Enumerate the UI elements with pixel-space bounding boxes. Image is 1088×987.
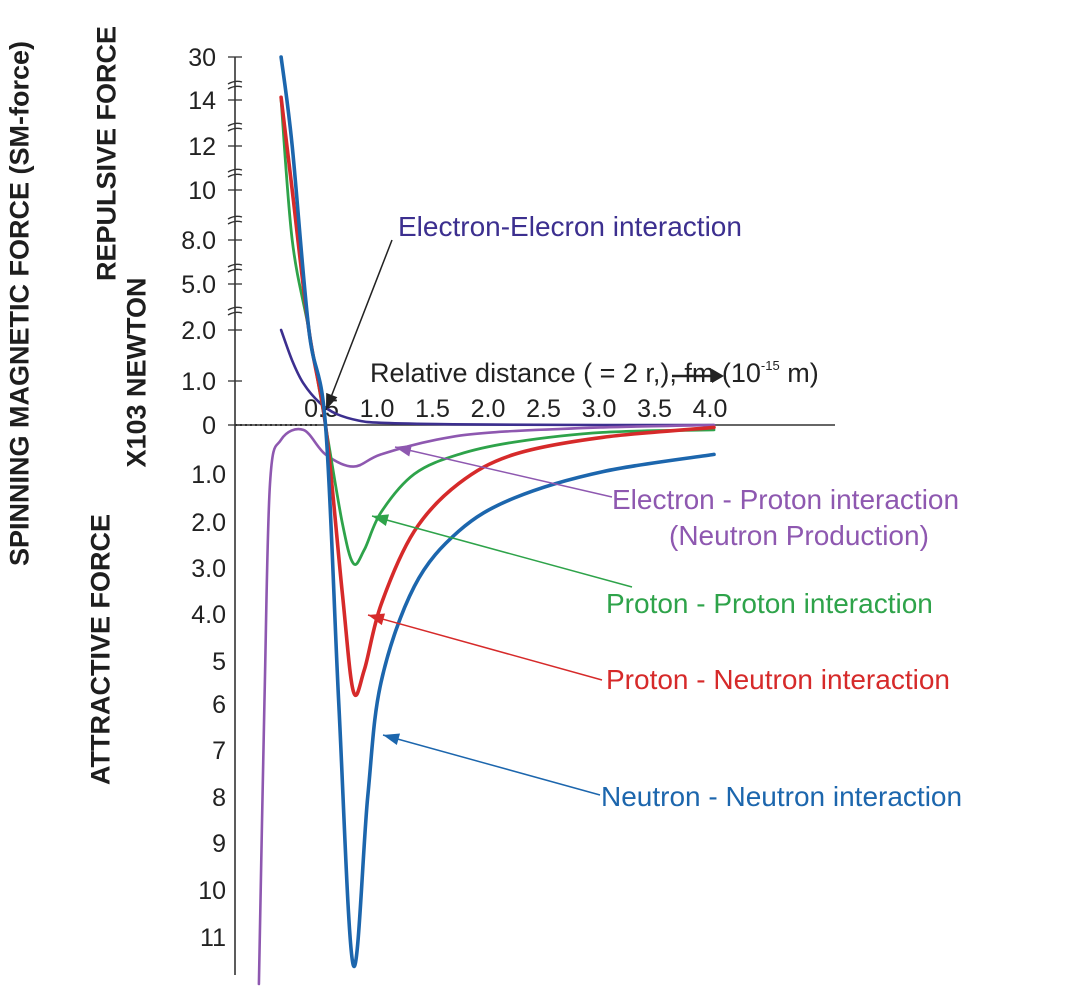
- y-tick-label: 3.0: [191, 555, 226, 583]
- y-axis-label-main: SPINNING MAGNETIC FORCE (SM-force): [4, 41, 35, 567]
- x-tick-label: 1.5: [415, 395, 450, 423]
- arrow-electron-proton-head: [395, 444, 412, 457]
- x-tick-label: 2.0: [471, 395, 506, 423]
- arrow-electron-electron-head: [326, 392, 338, 410]
- arrow-neutron-neutron: [382, 734, 601, 796]
- arrow-electron-proton: [394, 446, 613, 498]
- x-tick-label: 3.5: [637, 395, 672, 423]
- arrow-electron-electron: [325, 239, 393, 411]
- label-proton-neutron: Proton - Neutron interaction: [606, 664, 950, 695]
- arrow-neutron-neutron-head: [383, 733, 401, 746]
- x-tick-label: 3.0: [582, 395, 617, 423]
- series-lines: [257, 55, 716, 986]
- y-tick-label: 10: [198, 877, 226, 905]
- y-tick-label: 9: [212, 830, 226, 858]
- x-tick-label: 2.5: [526, 395, 561, 423]
- series-line-electron-electron: [279, 328, 716, 427]
- annotation-arrows: [325, 239, 633, 796]
- y-tick-label: 7: [212, 737, 226, 765]
- label-neutron-neutron: Neutron - Neutron interaction: [601, 781, 962, 812]
- y-axis-label-repulsive: REPULSIVE FORCE: [91, 25, 122, 282]
- axis-break-mark: [227, 306, 243, 316]
- x-label-arrowhead: [712, 369, 724, 383]
- annotation-labels: Electron-Elecron interaction Electron - P…: [398, 211, 962, 812]
- y-tick-label: 12: [188, 133, 216, 161]
- y-tick-label: 8: [212, 784, 226, 812]
- arrow-proton-neutron-head: [368, 613, 386, 626]
- y-tick-label: 1.0: [191, 461, 226, 489]
- arrow-proton-neutron: [367, 614, 603, 681]
- y-tick-label: 14: [188, 87, 216, 115]
- axis-break-mark: [227, 263, 243, 273]
- x-tick-label: 4.0: [693, 395, 728, 423]
- y-tick-label: 0: [202, 412, 216, 440]
- y-tick-label: 8.0: [181, 227, 216, 255]
- label-electron-proton: Electron - Proton interaction: [612, 484, 959, 515]
- y-tick-label: 11: [200, 924, 226, 952]
- label-neutron-production: (Neutron Production): [669, 520, 929, 551]
- arrow-proton-proton: [371, 515, 633, 588]
- axis-break-mark: [227, 80, 243, 90]
- arrow-proton-proton-head: [372, 514, 390, 527]
- y-ticks: 30 14 12 10 8.0 5.0 2.0 1.0 0 1.0 2.0 3.0 4.0 5 6 7 8 9 10…: [181, 44, 242, 952]
- y-tick-label: 10: [188, 177, 216, 205]
- label-electron-electron: Electron-Elecron interaction: [398, 211, 742, 242]
- x-axis-label: Relative distance ( = 2 r,), fm (10-15 m…: [370, 358, 819, 388]
- y-tick-label: 2.0: [181, 317, 216, 345]
- series-line-neutron-neutron: [279, 55, 716, 969]
- y-axis-label-attractive: ATTRACTIVE FORCE: [85, 514, 116, 785]
- y-axis-label-units: X103 NEWTON: [121, 277, 152, 468]
- axis-break-mark: [227, 168, 243, 178]
- x-tick-label: 1.0: [360, 395, 395, 423]
- y-tick-label: 30: [188, 44, 216, 72]
- y-tick-label: 6: [212, 691, 226, 719]
- axis-break-mark: [227, 122, 243, 132]
- axis-break-mark: [227, 215, 243, 225]
- series-line-electron-proton: [257, 423, 716, 986]
- label-proton-proton: Proton - Proton interaction: [606, 588, 933, 619]
- axes: [227, 57, 835, 975]
- y-tick-label: 1.0: [181, 368, 216, 396]
- y-tick-label: 5.0: [181, 271, 216, 299]
- y-tick-label: 4.0: [191, 601, 226, 629]
- y-tick-label: 2.0: [191, 509, 226, 537]
- y-tick-label: 5: [212, 648, 226, 676]
